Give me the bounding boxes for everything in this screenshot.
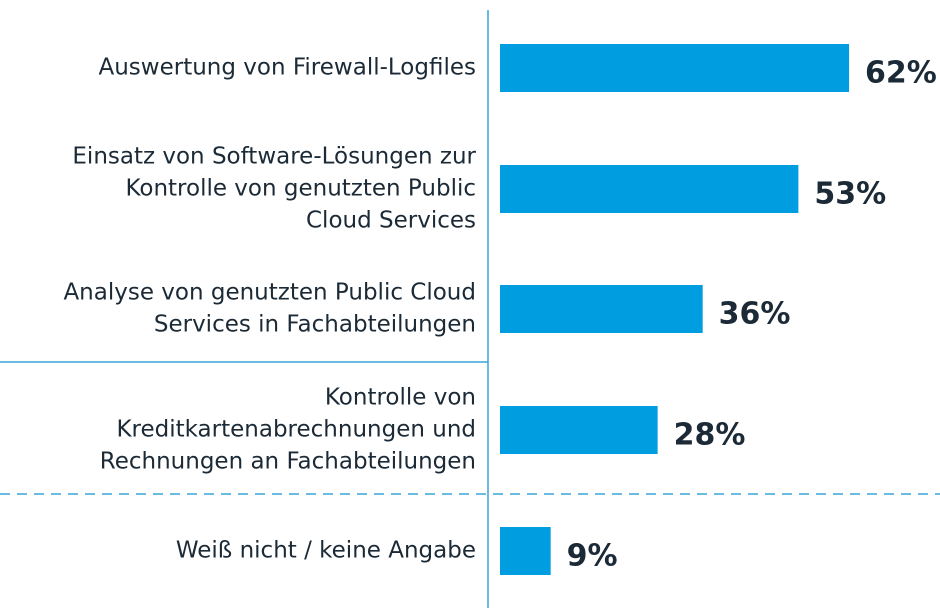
value-label: 28% bbox=[674, 418, 746, 453]
category-label: Einsatz von Software-Lösungen zur bbox=[72, 144, 476, 170]
bar bbox=[500, 406, 658, 454]
bar bbox=[500, 527, 551, 575]
bar bbox=[500, 165, 799, 213]
category-label: Rechnungen an Fachabteilungen bbox=[100, 449, 476, 475]
bar bbox=[500, 285, 703, 333]
category-label: Kontrolle von genutzten Public bbox=[125, 176, 476, 202]
value-label: 9% bbox=[567, 539, 618, 574]
bar bbox=[500, 44, 850, 92]
value-label: 53% bbox=[814, 177, 886, 212]
category-label: Weiß nicht / keine Angabe bbox=[176, 538, 476, 564]
value-label: 36% bbox=[719, 297, 791, 332]
category-label: Kreditkartenabrechnungen und bbox=[116, 417, 476, 443]
category-label: Services in Fachabteilungen bbox=[154, 312, 476, 338]
category-label: Cloud Services bbox=[306, 208, 476, 234]
category-label: Kontrolle von bbox=[325, 385, 476, 411]
category-label: Auswertung von Firewall-Logfiles bbox=[99, 55, 477, 81]
category-label: Analyse von genutzten Public Cloud bbox=[63, 280, 476, 306]
value-label: 62% bbox=[865, 56, 937, 91]
